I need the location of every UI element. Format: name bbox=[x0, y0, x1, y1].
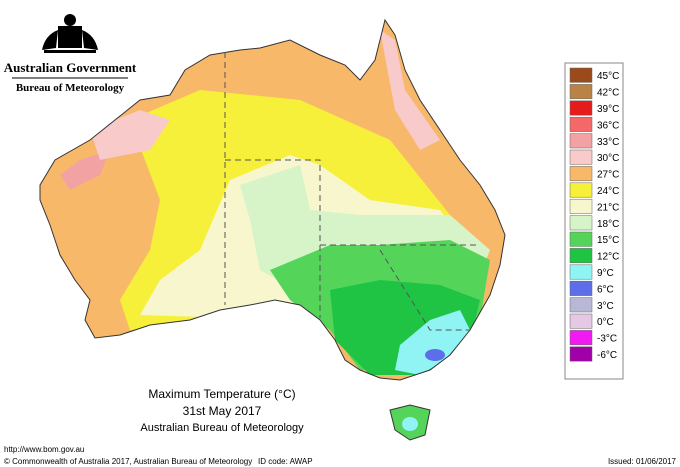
legend-swatch bbox=[569, 264, 593, 280]
state-borders bbox=[224, 52, 480, 331]
legend-label: 0°C bbox=[597, 317, 614, 328]
tasmania-cold bbox=[402, 417, 418, 431]
legend-label: 3°C bbox=[597, 301, 614, 312]
legend-label: 6°C bbox=[597, 284, 614, 295]
legend-swatch bbox=[569, 133, 593, 149]
legend-swatch bbox=[569, 149, 593, 165]
issued: Issued: 01/06/2017 bbox=[608, 457, 677, 466]
legend-label: 30°C bbox=[597, 153, 619, 164]
coat-of-arms bbox=[42, 14, 98, 53]
legend-label: 15°C bbox=[597, 235, 619, 246]
legend-label: 9°C bbox=[597, 268, 614, 279]
legend-swatch bbox=[569, 346, 593, 362]
legend-label: 27°C bbox=[597, 170, 619, 181]
legend-swatch bbox=[569, 84, 593, 100]
coastline bbox=[39, 18, 506, 381]
legend-swatch bbox=[569, 67, 593, 83]
legend-swatch bbox=[569, 116, 593, 132]
legend-label: 24°C bbox=[597, 186, 619, 197]
legend-swatch bbox=[569, 297, 593, 313]
map-title: Maximum Temperature (°C) bbox=[148, 387, 295, 401]
legend: 45°C 42°C 39°C 36°C 33°C 30°C 27°C 24°C 21°C 18°C… bbox=[569, 67, 619, 362]
legend-swatch bbox=[569, 248, 593, 264]
legend-label: 45°C bbox=[597, 71, 619, 82]
legend-swatch bbox=[569, 313, 593, 329]
temperature-map bbox=[40, 20, 505, 380]
legend-swatch bbox=[569, 166, 593, 182]
legend-label: -3°C bbox=[597, 334, 617, 345]
map-date: 31st May 2017 bbox=[183, 404, 262, 418]
url: http://www.bom.gov.au bbox=[4, 445, 84, 454]
legend-label: 36°C bbox=[597, 120, 619, 131]
legend-label: 39°C bbox=[597, 104, 619, 115]
id-code: ID code: AWAP bbox=[258, 457, 313, 466]
legend-swatch bbox=[569, 198, 593, 214]
copyright: © Commonwealth of Australia 2017, Austra… bbox=[4, 457, 252, 466]
legend-swatch bbox=[569, 215, 593, 231]
legend-label: 42°C bbox=[597, 88, 619, 99]
legend-swatch bbox=[569, 100, 593, 116]
legend-swatch bbox=[569, 231, 593, 247]
legend-label: 33°C bbox=[597, 137, 619, 148]
legend-label: 12°C bbox=[597, 252, 619, 263]
legend-swatch bbox=[569, 280, 593, 296]
legend-label: -6°C bbox=[597, 350, 617, 361]
bureau-name: Bureau of Meteorology bbox=[16, 82, 125, 94]
government-name: Australian Government bbox=[4, 60, 137, 75]
legend-swatch bbox=[569, 330, 593, 346]
legend-swatch bbox=[569, 182, 593, 198]
map-source: Australian Bureau of Meteorology bbox=[140, 422, 304, 434]
legend-label: 18°C bbox=[597, 219, 619, 230]
legend-label: 21°C bbox=[597, 202, 619, 213]
